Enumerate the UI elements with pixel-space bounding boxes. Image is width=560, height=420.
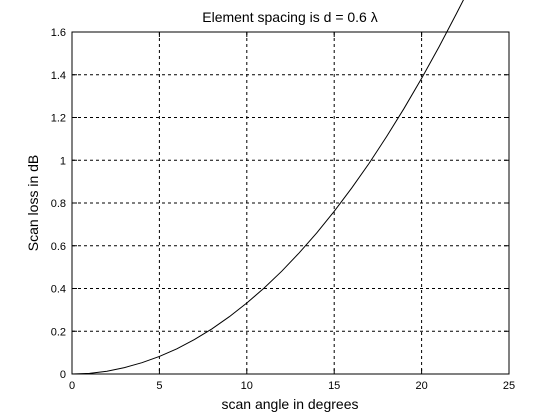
chart-title: Element spacing is d = 0.6 λ [202,9,378,25]
y-tick-label: 0.6 [51,241,66,253]
x-tick-labels: 0 5 10 15 20 25 [69,380,515,392]
x-tick-label: 20 [415,380,427,392]
x-tick-label: 25 [503,380,515,392]
y-tick-label: 1.4 [51,70,66,82]
series-line [71,0,464,375]
y-tick-label: 0 [60,369,66,381]
x-tick-label: 0 [69,380,75,392]
x-axis-label: scan angle in degrees [222,396,359,412]
y-tick-labels: 0 0.2 0.4 0.6 0.8 1 1.2 1.4 1.6 [51,27,66,381]
y-tick-label: 1 [60,155,66,167]
y-tick-label: 0.4 [51,284,66,296]
x-tick-label: 10 [241,380,253,392]
x-tick-label: 15 [328,380,340,392]
x-tick-label: 5 [156,380,162,392]
y-tick-label: 0.8 [51,198,66,210]
y-tick-label: 1.2 [51,113,66,125]
axis-ticks [71,31,510,375]
grid-lines [72,32,509,374]
y-tick-label: 1.6 [51,27,66,39]
y-axis-label: Scan loss in dB [25,155,41,252]
plot-lines [71,0,464,375]
y-tick-label: 0.2 [51,326,66,338]
